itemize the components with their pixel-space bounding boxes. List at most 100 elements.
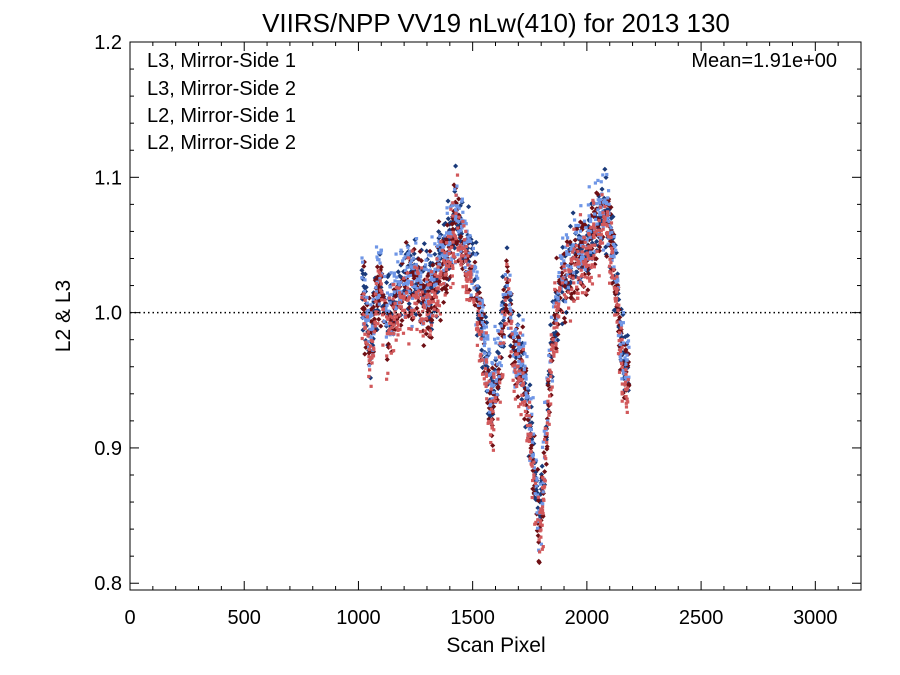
- point-l2-mirror-side-2: [521, 371, 525, 375]
- point-l2-mirror-side-2: [527, 439, 531, 444]
- point-l2-mirror-side-1: [435, 244, 440, 248]
- point-l2-mirror-side-1: [370, 324, 375, 328]
- point-l2-mirror-side-1: [561, 236, 565, 240]
- point-l2-mirror-side-2: [572, 247, 576, 251]
- point-l2-mirror-side-2: [405, 286, 410, 290]
- point-l2-mirror-side-2: [591, 257, 595, 261]
- point-l2-mirror-side-2: [598, 241, 602, 246]
- point-l2-mirror-side-2: [451, 251, 455, 256]
- point-l3-mirror-side-2: [545, 382, 551, 388]
- point-l2-mirror-side-1: [612, 234, 616, 239]
- point-l2-mirror-side-1: [486, 334, 490, 338]
- point-l2-mirror-side-2: [517, 379, 521, 383]
- point-l2-mirror-side-2: [556, 305, 560, 309]
- point-l2-mirror-side-1: [471, 269, 476, 273]
- point-l2-mirror-side-1: [384, 323, 389, 327]
- point-l2-mirror-side-2: [538, 519, 542, 523]
- point-l2-mirror-side-2: [467, 272, 471, 276]
- point-l2-mirror-side-2: [363, 332, 367, 336]
- point-l3-mirror-side-1: [563, 309, 569, 316]
- point-l2-mirror-side-2: [470, 264, 474, 268]
- point-l3-mirror-side-2: [362, 351, 368, 357]
- point-l2-mirror-side-2: [526, 432, 530, 436]
- point-l2-mirror-side-1: [538, 482, 542, 486]
- point-l2-mirror-side-2: [428, 329, 433, 333]
- point-l2-mirror-side-2: [615, 320, 619, 324]
- point-l2-mirror-side-1: [514, 331, 519, 336]
- point-l2-mirror-side-1: [500, 343, 504, 347]
- point-l2-mirror-side-2: [572, 281, 576, 285]
- point-l2-mirror-side-2: [490, 422, 494, 426]
- point-l2-mirror-side-2: [484, 384, 488, 388]
- point-l2-mirror-side-1: [473, 264, 477, 268]
- point-l2-mirror-side-2: [547, 394, 552, 398]
- point-l3-mirror-side-2: [428, 316, 435, 323]
- point-l2-mirror-side-2: [378, 288, 383, 292]
- point-l2-mirror-side-2: [626, 378, 630, 382]
- point-l2-mirror-side-1: [363, 278, 367, 282]
- point-l2-mirror-side-2: [443, 293, 447, 297]
- point-l2-mirror-side-2: [510, 319, 514, 323]
- point-l2-mirror-side-1: [539, 542, 544, 546]
- point-l2-mirror-side-1: [502, 315, 506, 320]
- point-l2-mirror-side-2: [597, 219, 601, 223]
- point-l3-mirror-side-2: [525, 417, 531, 423]
- point-l2-mirror-side-1: [481, 305, 485, 309]
- point-l2-mirror-side-2: [449, 235, 453, 239]
- point-l2-mirror-side-2: [547, 410, 551, 414]
- point-l2-mirror-side-1: [369, 303, 373, 307]
- point-l2-mirror-side-2: [362, 292, 366, 296]
- point-l2-mirror-side-2: [484, 374, 489, 378]
- point-l2-mirror-side-1: [609, 254, 613, 259]
- point-l2-mirror-side-2: [397, 291, 402, 295]
- point-l2-mirror-side-1: [542, 429, 546, 433]
- point-l2-mirror-side-2: [593, 230, 597, 234]
- point-l2-mirror-side-2: [446, 234, 451, 239]
- point-l2-mirror-side-2: [615, 312, 619, 317]
- point-l2-mirror-side-2: [576, 249, 580, 254]
- point-l2-mirror-side-1: [593, 212, 597, 216]
- point-l2-mirror-side-2: [366, 330, 370, 334]
- point-l2-mirror-side-2: [562, 293, 567, 297]
- point-l2-mirror-side-2: [411, 294, 416, 298]
- point-l2-mirror-side-2: [611, 250, 615, 254]
- point-l2-mirror-side-1: [450, 256, 454, 260]
- point-l2-mirror-side-2: [389, 351, 393, 355]
- point-l2-mirror-side-2: [539, 507, 543, 511]
- point-l3-mirror-side-1: [508, 297, 514, 303]
- point-l2-mirror-side-2: [590, 282, 595, 286]
- point-l2-mirror-side-1: [410, 324, 414, 329]
- point-l2-mirror-side-2: [388, 314, 393, 318]
- point-l2-mirror-side-2: [379, 282, 383, 286]
- point-l2-mirror-side-1: [482, 333, 486, 337]
- point-l2-mirror-side-2: [620, 365, 624, 369]
- point-l2-mirror-side-2: [584, 252, 588, 256]
- point-l2-mirror-side-2: [509, 350, 513, 354]
- point-l2-mirror-side-1: [445, 231, 449, 235]
- point-l2-mirror-side-2: [407, 342, 411, 346]
- point-l2-mirror-side-1: [385, 303, 389, 307]
- point-l2-mirror-side-1: [464, 222, 468, 226]
- point-l2-mirror-side-2: [556, 306, 560, 310]
- point-l2-mirror-side-2: [420, 266, 424, 270]
- point-l3-mirror-side-2: [399, 317, 405, 324]
- point-l2-mirror-side-2: [387, 329, 391, 333]
- point-l2-mirror-side-1: [499, 303, 504, 307]
- point-l2-mirror-side-2: [380, 290, 384, 295]
- point-l2-mirror-side-1: [408, 273, 413, 278]
- point-l2-mirror-side-1: [508, 273, 512, 277]
- point-l3-mirror-side-1: [441, 222, 447, 228]
- point-l3-mirror-side-1: [384, 279, 390, 286]
- point-l2-mirror-side-2: [571, 250, 575, 254]
- point-l2-mirror-side-2: [433, 272, 437, 277]
- point-l2-mirror-side-2: [541, 511, 545, 516]
- point-l2-mirror-side-2: [453, 260, 458, 264]
- point-l2-mirror-side-1: [365, 301, 369, 305]
- point-l2-mirror-side-2: [583, 258, 588, 263]
- point-l2-mirror-side-2: [437, 304, 442, 308]
- point-l2-mirror-side-2: [554, 305, 558, 309]
- point-l2-mirror-side-2: [451, 281, 455, 286]
- point-l2-mirror-side-2: [549, 359, 553, 363]
- point-l2-mirror-side-1: [577, 251, 581, 255]
- point-l2-mirror-side-1: [406, 252, 411, 256]
